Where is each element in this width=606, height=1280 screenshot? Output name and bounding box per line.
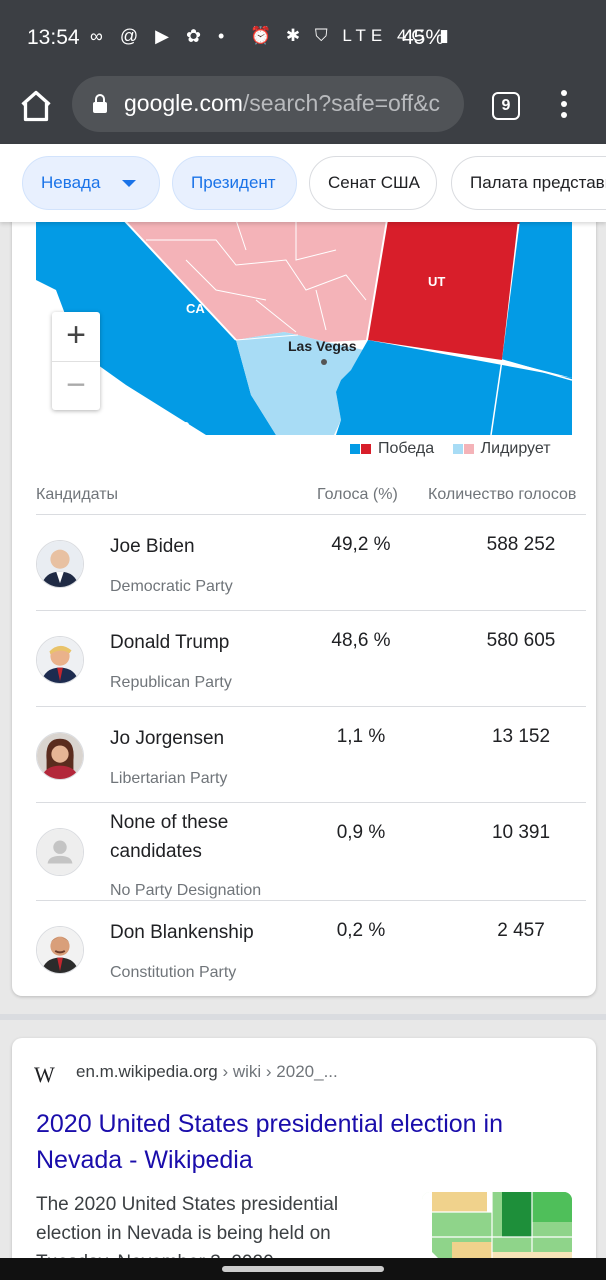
election-results-card: CA UT Las Vegas + − Победа Лидирует Канд… — [12, 210, 596, 996]
zoom-in-button[interactable]: + — [66, 316, 86, 354]
legend-dem-lead-swatch — [452, 444, 463, 454]
divider — [36, 706, 586, 707]
lock-icon — [93, 94, 107, 113]
system-status-icons: ⏰ ✱ ⛉ LTE 4G ▮ — [250, 26, 454, 45]
divider — [36, 900, 586, 901]
map-region-nv-rep — [124, 220, 386, 342]
map-label-las-vegas: Las Vegas — [288, 338, 357, 354]
candidate-party: No Party Designation — [110, 882, 262, 899]
candidate-name: Jo Jorgensen — [110, 728, 225, 749]
result-snippet: The 2020 United States presidential elec… — [36, 1194, 339, 1273]
divider — [36, 610, 586, 611]
home-icon[interactable] — [18, 88, 54, 124]
map-region-az — [336, 340, 572, 435]
state-dropdown-chip[interactable]: Невада — [22, 156, 160, 210]
section-divider — [0, 1014, 606, 1020]
vote-count: 10 391 — [491, 822, 551, 843]
table-row[interactable]: Donald Trump Republican Party 48,6 % 580… — [36, 610, 586, 706]
address-bar[interactable]: google.com/search?safe=off&c — [72, 76, 464, 132]
vote-count: 588 252 — [486, 534, 556, 555]
wikipedia-icon: W — [34, 1062, 55, 1087]
house-chip[interactable]: Палата представителей — [451, 156, 606, 210]
vote-count: 2 457 — [497, 920, 545, 941]
system-nav-bar — [0, 1258, 606, 1280]
status-bar: 13:54 ∞ @ ▶ ✿ • ⏰ ✱ ⛉ LTE 4G ▮ 45% — [0, 0, 606, 76]
election-map[interactable]: CA UT Las Vegas — [36, 220, 572, 435]
filter-chips: Невада Президент Сенат США Палата предст… — [0, 144, 606, 222]
map-zoom-controls: + − — [52, 312, 100, 410]
browser-toolbar: google.com/search?safe=off&c 9 — [0, 76, 606, 144]
search-result-card[interactable]: W en.m.wikipedia.org › wiki › 2020_... 2… — [12, 1038, 596, 1280]
candidate-photo-avatar — [36, 636, 84, 684]
table-row[interactable]: Joe Biden Democratic Party 49,2 % 588 25… — [36, 514, 586, 610]
legend-dem-win-swatch — [350, 444, 360, 454]
result-site: en.m.wikipedia.org — [76, 1062, 218, 1081]
legend-win-label: Победа — [378, 440, 435, 457]
candidate-name: Joe Biden — [110, 536, 195, 557]
overflow-menu-icon[interactable] — [556, 90, 572, 122]
divider — [36, 802, 586, 803]
vote-percentage: 48,6 % — [331, 630, 391, 651]
vote-count: 580 605 — [486, 630, 556, 651]
status-time: 13:54 — [27, 26, 80, 49]
map-legend: Победа Лидирует — [350, 440, 565, 458]
header-vote-count: Количество голосов — [428, 486, 577, 503]
result-breadcrumb: en.m.wikipedia.org › wiki › 2020_... — [76, 1062, 338, 1082]
table-row[interactable]: None of these candidates No Party Design… — [36, 802, 586, 899]
map-label-ca: CA — [186, 301, 205, 316]
state-chip-label: Невада — [41, 173, 101, 192]
tab-switcher-button[interactable]: 9 — [492, 92, 520, 120]
vote-percentage: 0,2 % — [336, 920, 386, 941]
candidate-party: Libertarian Party — [110, 770, 228, 787]
result-path: › wiki › 2020_... — [217, 1062, 338, 1081]
result-title-link[interactable]: 2020 United States presidential election… — [36, 1110, 503, 1174]
candidate-photo-avatar — [36, 926, 84, 974]
vote-count: 13 152 — [491, 726, 551, 747]
candidate-name: None of these candidates — [110, 812, 229, 862]
vote-percentage: 1,1 % — [336, 726, 386, 747]
candidate-party: Constitution Party — [110, 964, 237, 981]
zoom-out-button[interactable]: − — [52, 361, 100, 410]
candidate-photo-avatar — [36, 540, 84, 588]
dropdown-caret-icon — [122, 180, 137, 188]
candidate-photo-avatar — [36, 732, 84, 780]
url-path: /search?safe=off&c — [242, 90, 441, 116]
notification-icons: ∞ @ ▶ ✿ • — [90, 26, 231, 46]
candidate-party: Democratic Party — [110, 578, 233, 595]
legend-rep-lead-swatch — [463, 444, 474, 454]
url-host: google.com — [124, 90, 243, 116]
candidate-name: Donald Trump — [110, 632, 230, 653]
legend-lead-label: Лидирует — [480, 440, 551, 457]
url-text: google.com/search?safe=off&c — [124, 90, 454, 117]
vote-percentage: 0,9 % — [336, 822, 386, 843]
vote-percentage: 49,2 % — [331, 534, 391, 555]
divider — [36, 514, 586, 515]
header-candidates: Кандидаты — [36, 486, 119, 503]
legend-rep-win-swatch — [361, 444, 371, 454]
candidate-party: Republican Party — [110, 674, 232, 691]
president-chip[interactable]: Президент — [172, 156, 297, 210]
table-row[interactable]: Jo Jorgensen Libertarian Party 1,1 % 13 … — [36, 706, 586, 802]
candidate-name: Don Blankenship — [110, 922, 254, 943]
results-table-header: Кандидаты Голоса (%) Количество голосов — [36, 486, 596, 516]
map-label-ut: UT — [428, 274, 445, 289]
header-vote-pct: Голоса (%) — [317, 486, 398, 503]
map-region-east — [502, 220, 572, 378]
map-region-ut — [368, 220, 518, 360]
table-row[interactable]: Don Blankenship Constitution Party 0,2 %… — [36, 900, 586, 996]
home-gesture-handle[interactable] — [222, 1266, 384, 1272]
battery-level: 45% — [402, 26, 445, 49]
person-placeholder-icon — [36, 828, 84, 876]
map-region-clark — [236, 332, 364, 435]
senate-chip[interactable]: Сенат США — [309, 156, 437, 210]
